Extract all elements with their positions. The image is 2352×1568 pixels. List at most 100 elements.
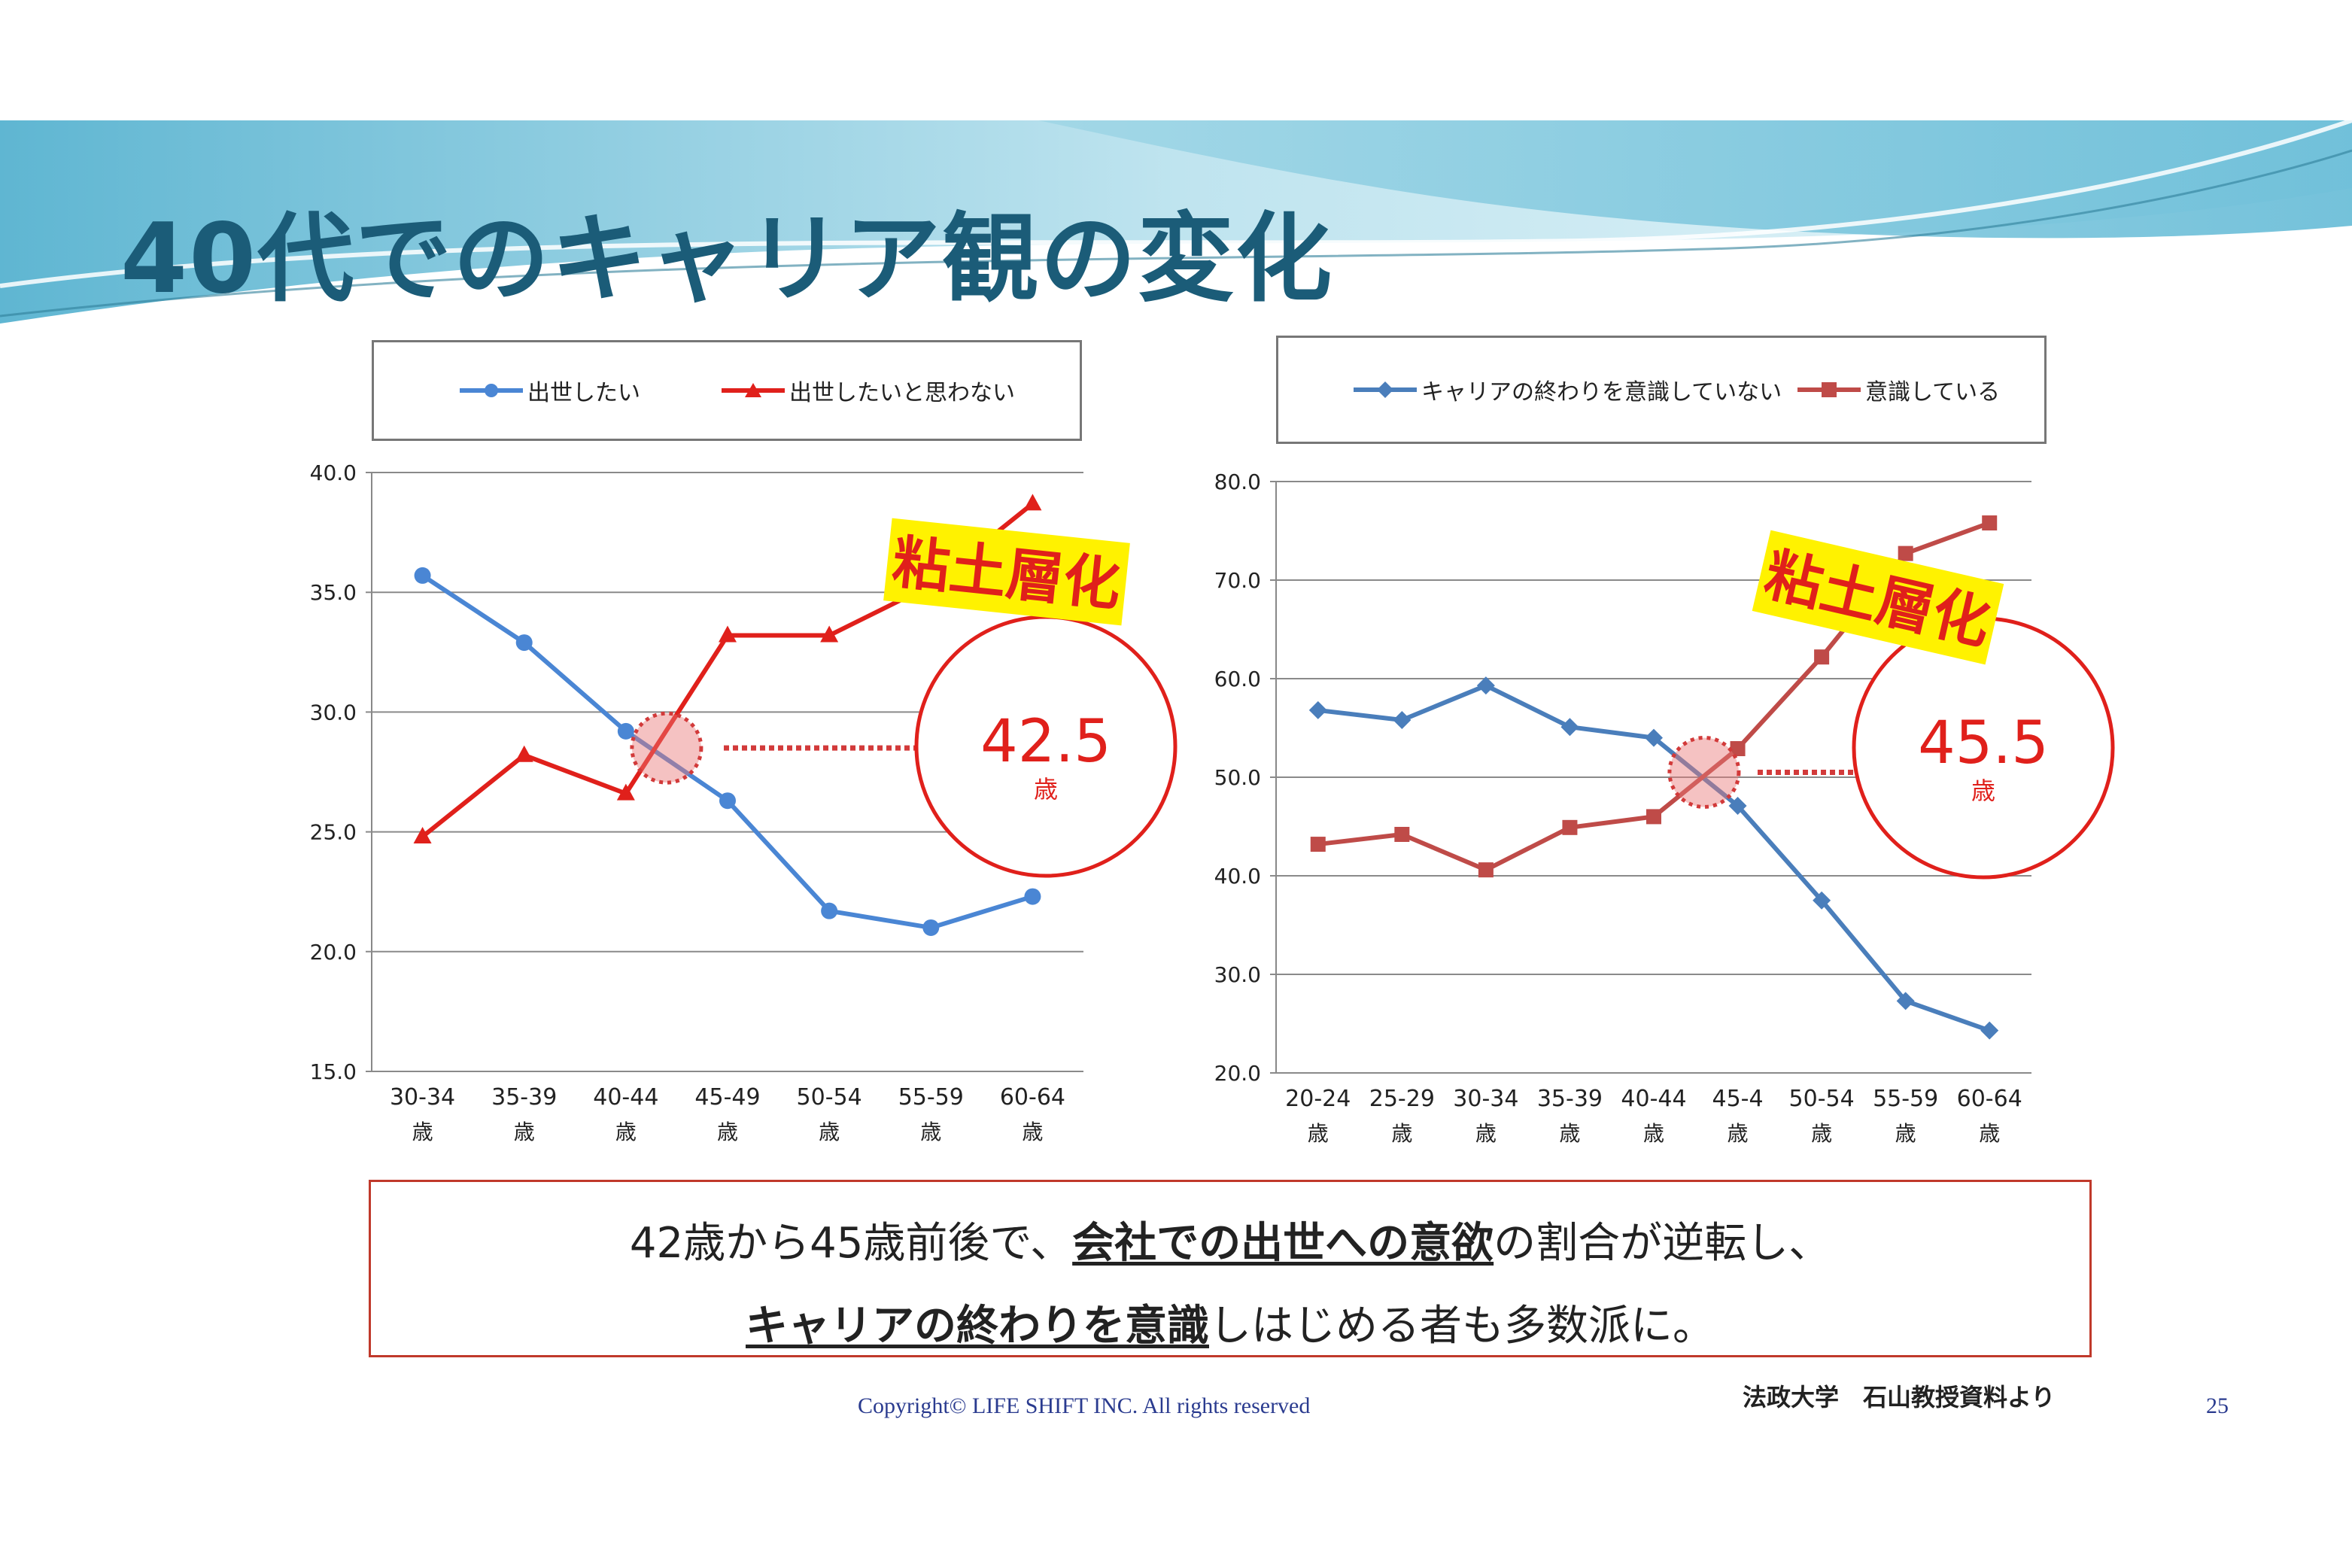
x-tick-label-range: 55-59: [898, 1084, 964, 1111]
y-tick-label: 20.0: [1214, 1061, 1261, 1086]
badge-background: [1752, 530, 2004, 665]
x-tick-label: 40-44 歳: [1621, 1086, 1686, 1146]
legend-label: 出世したいと思わない: [789, 380, 1015, 406]
crossover-highlight: [630, 711, 703, 785]
x-tick-label-unit: 歳: [615, 1120, 637, 1144]
x-tick-label: 55-59 歳: [898, 1084, 964, 1144]
x-tick-label-range: 50-54: [797, 1084, 862, 1111]
x-tick-label-unit: 歳: [412, 1120, 433, 1144]
data-point: [1560, 718, 1579, 737]
x-tick-label-unit: 歳: [819, 1120, 840, 1144]
data-point: [1730, 741, 1746, 757]
x-tick-label-unit: 歳: [1022, 1120, 1043, 1144]
y-tick-label: 15.0: [310, 1059, 357, 1084]
y-tick-label: 60.0: [1214, 667, 1261, 691]
data-point: [1478, 862, 1494, 878]
page-number: 25: [2206, 1393, 2229, 1418]
data-point: [1310, 837, 1326, 852]
data-point: [922, 919, 940, 936]
data-point: [1896, 992, 1915, 1010]
legend-label: 出世したい: [527, 380, 640, 406]
slide-title: 40代でのキャリア観の変化: [120, 203, 1334, 315]
summary-box: 42歳から45歳前後で、会社での出世への意欲の割合が逆転し、 キャリアの終わりを…: [369, 1180, 2092, 1357]
x-tick-label-unit: 歳: [1811, 1121, 1832, 1146]
x-tick-label-unit: 歳: [1979, 1121, 2000, 1146]
data-point: [1980, 1021, 1999, 1040]
x-tick-label: 35-39 歳: [1537, 1086, 1603, 1146]
data-point: [821, 902, 838, 919]
y-tick-label: 50.0: [1214, 765, 1261, 790]
x-tick-label-unit: 歳: [1475, 1121, 1497, 1146]
x-tick-label: 50-54 歳: [797, 1084, 862, 1144]
data-point: [1728, 796, 1747, 815]
y-tick-label: 40.0: [1214, 864, 1261, 889]
data-point: [1393, 711, 1412, 730]
legend-label: 意識している: [1865, 379, 2001, 406]
x-tick-label-range: 55-59: [1873, 1086, 1938, 1112]
data-point: [1394, 826, 1410, 842]
x-tick-label-range: 30-34: [390, 1084, 455, 1111]
x-tick-label: 30-34 歳: [1453, 1086, 1518, 1146]
data-point: [1813, 891, 1831, 910]
x-tick-label-unit: 歳: [920, 1120, 941, 1144]
x-tick-label-unit: 歳: [1308, 1121, 1329, 1146]
clay-layer-badge: 粘土層化: [883, 518, 1130, 626]
x-tick-label-range: 60-64: [1957, 1086, 2022, 1112]
summary-text: 42歳から45歳前後で、: [629, 1219, 1073, 1268]
x-tick-label: 45-49 歳: [694, 1084, 760, 1144]
chart-right-legend: キャリアの終わりを意識していない 意識している: [1276, 336, 2047, 444]
x-tick-label-range: 40-44: [593, 1084, 658, 1111]
y-tick-label: 35.0: [310, 580, 357, 605]
summary-line-1: 42歳から45歳前後で、会社での出世への意欲の割合が逆転し、: [371, 1209, 2089, 1270]
y-tick-label: 25.0: [310, 820, 357, 845]
crossover-highlight: [1667, 735, 1741, 809]
y-tick-label: 30.0: [1214, 962, 1261, 987]
summary-emphasis: 会社での出世への意欲: [1072, 1219, 1494, 1268]
y-tick-label: 30.0: [310, 700, 357, 725]
x-tick-label-range: 45-4: [1712, 1086, 1764, 1112]
x-tick-label: 55-59 歳: [1873, 1086, 1938, 1146]
data-point: [616, 783, 635, 801]
x-tick-label-unit: 歳: [1559, 1121, 1580, 1146]
x-tick-label-range: 50-54: [1789, 1086, 1855, 1112]
data-point: [515, 745, 533, 762]
badge-background: [883, 518, 1130, 626]
x-tick-label-range: 25-29: [1369, 1086, 1435, 1112]
y-tick-label: 40.0: [310, 460, 357, 485]
data-point: [1982, 515, 1998, 531]
data-point: [617, 722, 634, 740]
x-tick-label: 60-64 歳: [1000, 1084, 1065, 1144]
data-point: [1562, 819, 1578, 835]
x-tick-label-unit: 歳: [717, 1120, 738, 1144]
y-tick-label: 80.0: [1214, 469, 1261, 494]
x-tick-label: 45-4 歳: [1712, 1086, 1764, 1146]
x-tick-label-range: 20-24: [1285, 1086, 1351, 1112]
x-tick-label: 20-24 歳: [1285, 1086, 1351, 1146]
x-tick-label: 40-44 歳: [593, 1084, 658, 1144]
x-tick-label: 60-64 歳: [1957, 1086, 2022, 1146]
legend-item-series-2: 出世したいと思わない: [722, 342, 1015, 439]
data-point: [1024, 888, 1041, 905]
y-tick-label: 70.0: [1214, 568, 1261, 593]
chart-left-legend: 出世したい 出世したいと思わない: [372, 340, 1082, 441]
data-point: [719, 625, 737, 643]
x-tick-label-unit: 歳: [1895, 1121, 1916, 1146]
data-point: [1308, 700, 1327, 719]
legend-swatch-triangle-icon: [722, 383, 785, 397]
x-tick-label: 50-54 歳: [1789, 1086, 1855, 1146]
data-point: [1646, 809, 1661, 825]
y-tick-label: 20.0: [310, 940, 357, 965]
legend-label: キャリアの終わりを意識していない: [1421, 379, 1782, 406]
x-tick-label-range: 45-49: [694, 1084, 760, 1111]
data-point: [413, 826, 432, 843]
crossover-age-unit: 歳: [1971, 776, 1995, 805]
x-tick-label: 30-34 歳: [390, 1084, 455, 1144]
legend-item-series-1: キャリアの終わりを意識していない: [1354, 338, 1782, 442]
legend-swatch-circle-icon: [460, 384, 523, 397]
clay-layer-badge: 粘土層化: [1752, 530, 2004, 665]
summary-line-2: キャリアの終わりを意識しはじめる者も多数派に。: [371, 1292, 2089, 1353]
summary-text: の割合が逆転し、: [1494, 1219, 1831, 1268]
x-tick-label: 35-39 歳: [491, 1084, 557, 1144]
data-point: [719, 792, 736, 810]
